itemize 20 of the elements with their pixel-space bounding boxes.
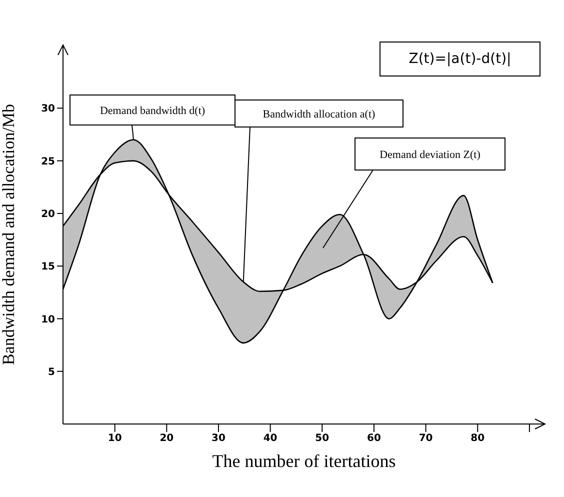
annotation: Demand deviation Z(t): [380, 149, 481, 161]
x-tick-label: 10: [108, 433, 122, 444]
x-axis-title: The number of itertations: [212, 450, 396, 471]
x-tick-label: 20: [160, 433, 174, 444]
x-tick-label: 80: [470, 433, 485, 444]
x-tick-label: 40: [263, 433, 278, 444]
y-tick-label: 20: [41, 208, 56, 220]
text: Demand bandwidth d(t): [100, 105, 206, 117]
text: Bandwidth allocation a(t): [262, 108, 376, 120]
annotation: Z(t)=|a(t)-d(t)|: [408, 51, 512, 67]
x-tick-label: 60: [367, 433, 381, 444]
x-tick-label: 50: [315, 433, 330, 444]
y-tick-label: 15: [41, 262, 56, 273]
y-tick-label: 5: [48, 366, 56, 378]
y-tick-label: 30: [41, 104, 56, 115]
x-tick-label: 70: [418, 433, 433, 444]
x-tick-label: 30: [212, 433, 226, 444]
y-tick-label: 10: [41, 314, 56, 326]
y-axis-title: Bandwidth demand and allocation/Mb: [0, 104, 18, 366]
y-tick-label: 25: [41, 156, 56, 168]
